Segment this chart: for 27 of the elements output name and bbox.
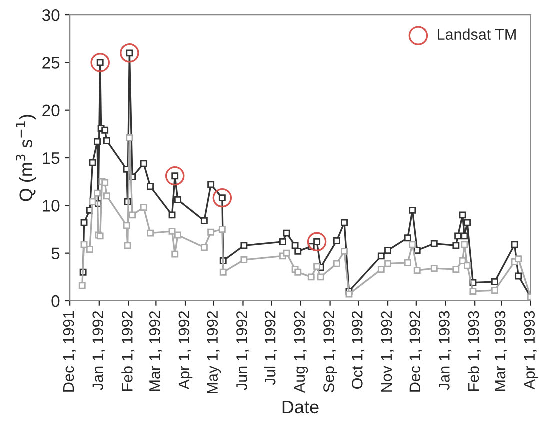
x-tick-label: Jan 1, 1993 — [439, 311, 452, 390]
x-tick-label: Sep 1, 1992 — [324, 311, 338, 392]
x-tick-label: Jan 1, 1992 — [92, 311, 106, 390]
x-tick-label: Feb 1, 1992 — [122, 311, 135, 392]
x-tick-label: May 1, 1992 — [207, 311, 222, 394]
x-tick-label: Oct 1, 1992 — [352, 311, 365, 389]
x-tick-label: Apr 1, 1993 — [524, 311, 538, 390]
x-tick-label: Mar 1, 1993 — [494, 311, 508, 391]
legend-label: Landsat TM — [438, 28, 516, 40]
x-tick-label: Jun 1, 1992 — [236, 311, 250, 390]
x-axis-title: Date — [282, 401, 319, 414]
x-tick-label: Apr 1, 1992 — [178, 311, 193, 390]
y-tick-label: 10 — [43, 200, 60, 212]
x-tick-label: Dec 1, 1991 — [63, 311, 76, 392]
x-tick-label: Jul 1, 1992 — [264, 311, 278, 386]
y-tick-label: 30 — [42, 9, 60, 22]
y-tick-label: 0 — [52, 295, 60, 308]
x-tick-label: Aug 1, 1992 — [294, 311, 308, 394]
x-tick-label: Feb 1, 1993 — [468, 311, 481, 392]
x-tick-label: Dec 1, 1992 — [410, 311, 422, 392]
y-tick-label: 25 — [42, 57, 60, 69]
x-tick-label: Mar 1, 1992 — [149, 311, 162, 391]
y-tick-label: 5 — [52, 248, 60, 260]
y-tick-label: 15 — [43, 152, 60, 164]
y-axis-title: Q (m$^{3}$ s$^{−1}$) — [16, 115, 36, 202]
y-tick-label: 20 — [42, 104, 60, 117]
x-tick-label: Nov 1, 1992 — [381, 311, 394, 392]
